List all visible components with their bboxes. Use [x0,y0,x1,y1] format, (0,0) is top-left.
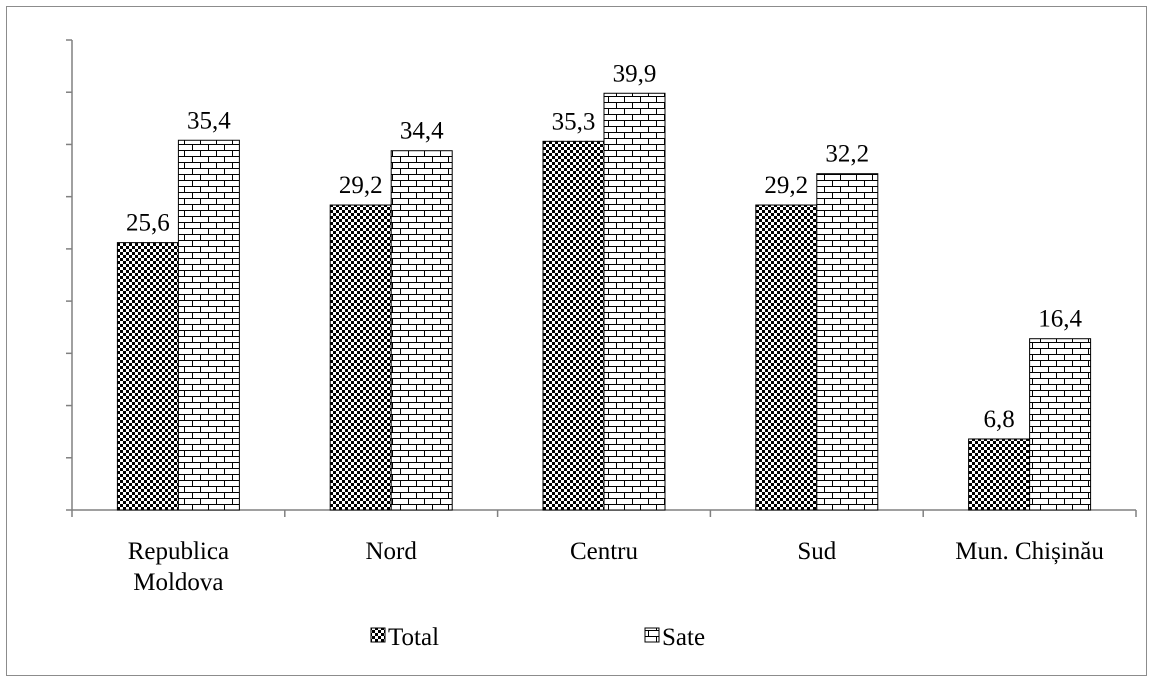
legend: Total Sate [370,624,705,651]
bar-total [329,204,392,511]
data-label: 35,3 [552,108,596,135]
category-label: Centru [570,538,639,565]
data-label: 29,2 [339,172,383,199]
category-label: Republica [128,538,229,565]
bar-sate [390,150,453,511]
category-label: Mun. Chișinău [955,538,1104,565]
category-label: Moldova [133,569,223,596]
data-label: 32,2 [825,141,869,168]
data-label: 6,8 [983,406,1014,433]
data-label: 25,6 [126,210,170,237]
data-label: 35,4 [187,107,231,134]
legend-label-sate: Sate [662,624,705,651]
legend-label-total: Total [388,624,439,651]
bar-total [116,242,179,511]
bar-total [755,204,818,511]
category-labels: Republica Moldova Nord Centru Sud Mun. Chișin… [128,538,1105,596]
category-label: Nord [366,538,418,565]
bar-sate [177,139,240,511]
bars [116,92,1092,511]
data-label: 29,2 [764,172,808,199]
legend-swatch-sate [644,627,660,643]
bar-total [968,438,1031,511]
data-label: 39,9 [613,60,657,87]
bar-sate [603,92,666,511]
data-label: 16,4 [1038,306,1082,333]
bar-total [542,140,605,511]
legend-swatch-total [370,627,386,643]
bar-sate [1029,338,1092,511]
data-labels: 25,6 35,4 29,2 34,4 35,3 39,9 29,2 32,2 6,8 16,4 [126,60,1082,433]
data-label: 34,4 [400,118,444,145]
bar-sate [816,173,879,511]
category-label: Sud [797,538,836,565]
